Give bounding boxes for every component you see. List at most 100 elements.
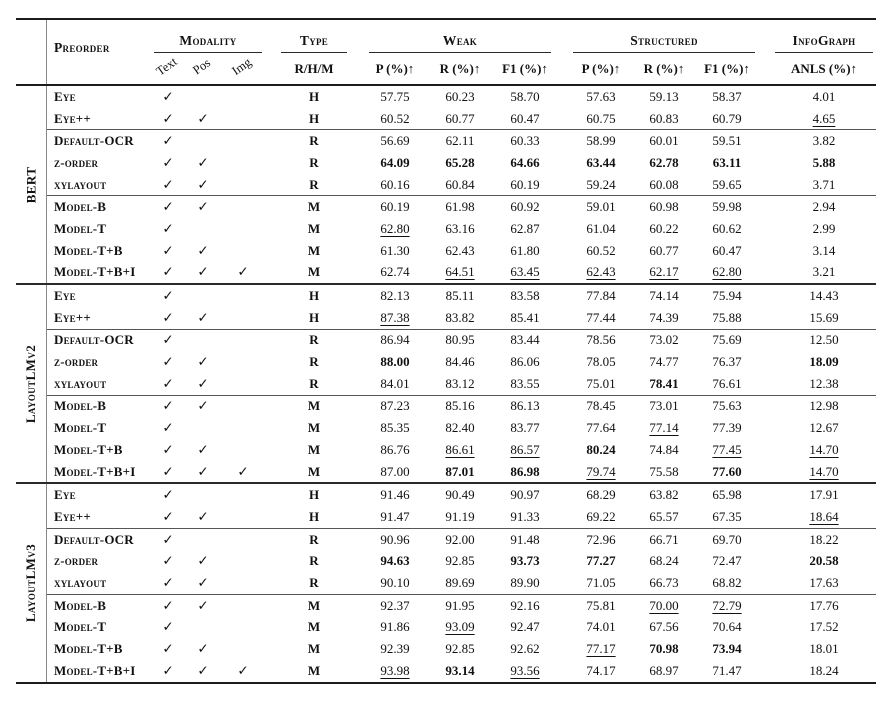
type-cell: M — [307, 463, 321, 479]
row-label: Model-T — [54, 220, 107, 236]
table-row: Model-B ✓ ✓ M 92.37 91.95 92.16 75.81 70.00 72.79… — [16, 595, 876, 617]
structured-metric-cell: 60.77 — [649, 242, 679, 258]
anls-cell: 14.70 — [809, 463, 839, 479]
table-row: Eye ✓ H 57.75 60.23 58.70 57.63 59.13 58.37 4.01 — [16, 86, 876, 108]
structured-metric-cell: 77.39 — [712, 420, 742, 436]
structured-metric-cell: 63.44 — [586, 154, 616, 170]
weak-metric-cell: 58.70 — [510, 88, 540, 104]
bottom-rule — [16, 681, 876, 684]
weak-metric-cell: 90.49 — [445, 487, 475, 503]
structured-metric-cell: 59.51 — [712, 133, 742, 149]
structured-metric-cell: 75.58 — [649, 463, 679, 479]
weak-metric-cell: 64.51 — [445, 264, 475, 280]
column-group-weak: Weak — [369, 33, 551, 53]
structured-metric-cell: 77.60 — [712, 463, 742, 479]
weak-metric-cell: 60.77 — [445, 110, 475, 126]
structured-metric-cell: 70.00 — [649, 597, 679, 613]
anls-cell: 18.09 — [809, 354, 839, 370]
structured-metric-cell: 71.05 — [586, 574, 616, 590]
weak-metric-cell: 86.94 — [380, 332, 410, 348]
check-icon: ✓ — [162, 110, 174, 127]
subgroup: Default-OCR ✓ R 56.69 62.11 60.33 58.99 60.01 59… — [16, 130, 876, 195]
group-label-text: LayoutLMv3 — [23, 543, 39, 623]
table-row: Eye ✓ H 82.13 85.11 83.58 77.84 74.14 75.94 14.43 — [16, 285, 876, 307]
column-header-text: Text — [153, 54, 180, 79]
structured-metric-cell: 60.08 — [649, 176, 679, 192]
row-label: Model-T — [54, 420, 107, 436]
structured-metric-cell: 60.22 — [649, 220, 679, 236]
anls-cell: 5.88 — [812, 154, 836, 170]
subgroup-divider — [46, 394, 876, 396]
weak-metric-cell: 87.01 — [445, 463, 475, 479]
check-icon: ✓ — [197, 641, 209, 658]
weak-metric-cell: 92.37 — [380, 597, 410, 613]
structured-metric-cell: 78.05 — [586, 354, 616, 370]
row-label: Eye++ — [54, 508, 91, 524]
weak-metric-cell: 87.23 — [380, 398, 410, 414]
structured-metric-cell: 59.65 — [712, 176, 742, 192]
check-icon: ✓ — [162, 641, 174, 658]
anls-cell: 15.69 — [809, 309, 839, 325]
table-row: Eye++ ✓ ✓ H 91.47 91.19 91.33 69.22 65.57 67.35 18… — [16, 506, 876, 528]
weak-metric-cell: 92.00 — [445, 531, 475, 547]
weak-metric-cell: 87.38 — [380, 309, 410, 325]
structured-metric-cell: 59.13 — [649, 88, 679, 104]
structured-metric-cell: 77.14 — [649, 420, 679, 436]
anls-cell: 12.98 — [809, 398, 839, 414]
structured-metric-cell: 77.17 — [586, 641, 616, 657]
structured-metric-cell: 78.41 — [649, 375, 679, 391]
anls-cell: 2.99 — [812, 220, 836, 236]
structured-metric-cell: 69.22 — [586, 508, 616, 524]
structured-metric-cell: 59.98 — [712, 199, 742, 215]
check-icon: ✓ — [197, 553, 209, 570]
row-label: Model-B — [54, 398, 107, 414]
structured-metric-cell: 73.01 — [649, 398, 679, 414]
column-header-structured-f1: F1 (%)↑ — [704, 60, 750, 76]
anls-cell: 14.70 — [809, 441, 839, 457]
check-icon: ✓ — [237, 662, 249, 679]
weak-metric-cell: 60.19 — [380, 199, 410, 215]
weak-metric-cell: 91.33 — [510, 508, 540, 524]
row-label: xylayout — [54, 574, 107, 590]
table-row: Model-T+B ✓ ✓ M 92.39 92.85 92.62 77.17 70.98 73.… — [16, 638, 876, 660]
structured-metric-cell: 68.97 — [649, 662, 679, 678]
structured-metric-cell: 66.71 — [649, 531, 679, 547]
weak-metric-cell: 93.98 — [380, 662, 410, 678]
weak-metric-cell: 85.16 — [445, 398, 475, 414]
weak-metric-cell: 83.12 — [445, 375, 475, 391]
structured-metric-cell: 72.79 — [712, 597, 742, 613]
table-row: Model-T ✓ M 91.86 93.09 92.47 74.01 67.56 70.64 1… — [16, 617, 876, 639]
type-cell: H — [308, 110, 320, 126]
weak-metric-cell: 86.13 — [510, 398, 540, 414]
weak-metric-cell: 83.55 — [510, 375, 540, 391]
anls-cell: 3.14 — [812, 242, 836, 258]
check-icon: ✓ — [162, 441, 174, 458]
table-row: Model-T+B+I ✓ ✓ ✓ M 62.74 64.51 63.45 62.43 62.17… — [16, 262, 876, 284]
structured-metric-cell: 75.81 — [586, 597, 616, 613]
table-row: Model-T+B+I ✓ ✓ ✓ M 87.00 87.01 86.98 79.74 75.58… — [16, 461, 876, 483]
weak-metric-cell: 60.47 — [510, 110, 540, 126]
anls-cell: 14.43 — [809, 288, 839, 304]
structured-metric-cell: 60.47 — [712, 242, 742, 258]
check-icon: ✓ — [162, 597, 174, 614]
structured-metric-cell: 60.01 — [649, 133, 679, 149]
type-cell: M — [307, 242, 321, 258]
anls-cell: 18.01 — [809, 641, 839, 657]
check-icon: ✓ — [162, 288, 174, 305]
row-label: z-order — [54, 154, 99, 170]
structured-metric-cell: 75.63 — [712, 398, 742, 414]
weak-metric-cell: 84.01 — [380, 375, 410, 391]
type-cell: R — [309, 176, 319, 192]
weak-metric-cell: 56.69 — [380, 133, 410, 149]
weak-metric-cell: 82.13 — [380, 288, 410, 304]
weak-metric-cell: 60.33 — [510, 133, 540, 149]
weak-metric-cell: 60.19 — [510, 176, 540, 192]
structured-metric-cell: 72.96 — [586, 531, 616, 547]
weak-metric-cell: 91.48 — [510, 531, 540, 547]
structured-metric-cell: 63.82 — [649, 487, 679, 503]
check-icon: ✓ — [162, 332, 174, 349]
structured-metric-cell: 67.56 — [649, 619, 679, 635]
group-label: BERT — [16, 86, 46, 283]
weak-metric-cell: 88.00 — [380, 354, 410, 370]
check-icon: ✓ — [197, 199, 209, 216]
